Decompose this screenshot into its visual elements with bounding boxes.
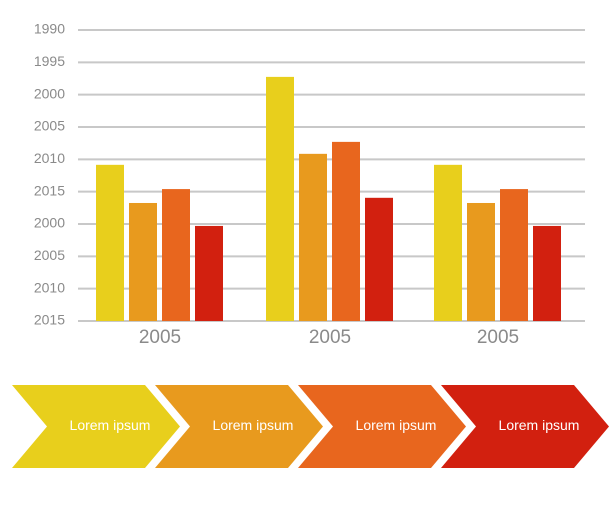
bar xyxy=(129,202,157,321)
bar xyxy=(434,164,462,321)
bar xyxy=(467,202,495,321)
bar xyxy=(299,153,327,321)
bar xyxy=(500,189,528,321)
y-tick-label: 1995 xyxy=(34,53,65,69)
y-tick-label: 2000 xyxy=(34,85,65,101)
bar xyxy=(195,225,223,321)
y-tick-label: 2010 xyxy=(34,150,65,166)
x-tick-label: 2005 xyxy=(477,327,519,348)
y-tick-label: 2005 xyxy=(34,118,65,134)
process-step-label: Lorem ipsum xyxy=(70,417,151,433)
process-step-label: Lorem ipsum xyxy=(213,417,294,433)
process-chevron xyxy=(12,385,180,468)
process-step-label: Lorem ipsum xyxy=(356,417,437,433)
y-tick-label: 2015 xyxy=(34,182,65,198)
y-tick-label: 2010 xyxy=(34,279,65,295)
x-tick-label: 2005 xyxy=(139,327,181,348)
bar xyxy=(365,197,393,321)
bar xyxy=(332,141,360,321)
bar xyxy=(266,76,294,321)
x-tick-label: 2005 xyxy=(309,327,351,348)
bar xyxy=(533,225,561,321)
bar xyxy=(162,189,190,321)
y-tick-label: 1990 xyxy=(34,21,65,37)
bar xyxy=(96,164,124,321)
process-chevron xyxy=(155,385,323,468)
process-step-label: Lorem ipsum xyxy=(499,417,580,433)
process-chevron xyxy=(441,385,609,468)
y-tick-label: 2015 xyxy=(34,312,65,328)
y-tick-label: 2005 xyxy=(34,247,65,263)
process-chevron xyxy=(298,385,466,468)
y-tick-label: 2000 xyxy=(34,215,65,231)
